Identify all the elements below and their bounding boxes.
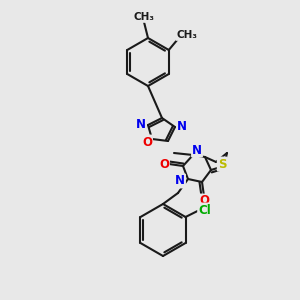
Text: CH₃: CH₃ <box>176 30 197 40</box>
Text: N: N <box>136 118 146 131</box>
Text: Cl: Cl <box>198 203 211 217</box>
Text: S: S <box>218 158 226 170</box>
Text: N: N <box>192 143 202 157</box>
Text: N: N <box>175 175 185 188</box>
Text: O: O <box>199 194 209 208</box>
Text: CH₃: CH₃ <box>134 12 154 22</box>
Text: N: N <box>177 121 187 134</box>
Text: O: O <box>159 158 169 170</box>
Text: O: O <box>142 136 152 148</box>
